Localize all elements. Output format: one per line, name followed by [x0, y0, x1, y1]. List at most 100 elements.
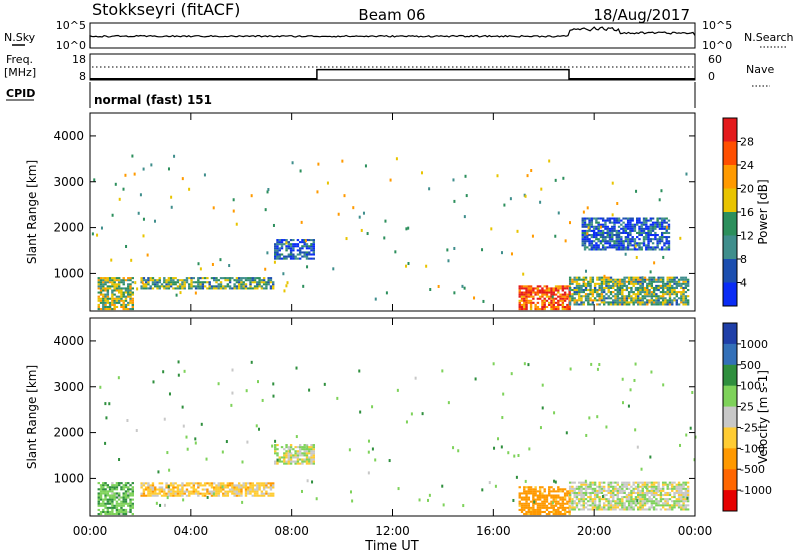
scatter-cell [226, 494, 230, 497]
scatter-cell [120, 295, 123, 298]
scatter-cell [583, 219, 587, 222]
scatter-cell [552, 504, 555, 507]
scatter-cell [115, 502, 119, 505]
scatter-cell [583, 244, 587, 247]
scatter-cell [503, 203, 506, 207]
scatter-cell [543, 500, 546, 503]
scatter-cell [630, 282, 633, 285]
scatter-cell [217, 490, 220, 493]
scatter-cell [305, 454, 309, 457]
scatter-cell [312, 444, 315, 447]
scatter-cell [636, 217, 639, 220]
scatter-cell [534, 498, 537, 501]
scatter-cell [140, 494, 143, 497]
scatter-cell [609, 483, 613, 486]
scatter-cell [655, 284, 658, 287]
scatter-cell [568, 485, 572, 488]
colorbar-segment [723, 212, 737, 236]
scatter-cell [541, 502, 544, 505]
scatter-cell [611, 240, 614, 243]
scatter-cell [127, 490, 130, 493]
scatter-cell [530, 169, 533, 173]
scatter-cell [554, 502, 558, 505]
scatter-cell [129, 498, 132, 501]
scatter-cell [554, 297, 558, 300]
scatter-cell [310, 450, 313, 453]
scatter-cell [260, 492, 264, 495]
scatter-cell [646, 284, 649, 287]
scatter-cell [520, 299, 524, 302]
scatter-cell [265, 287, 268, 290]
scatter-cell [217, 287, 220, 290]
scatter-cell [310, 448, 313, 451]
scatter-cell [294, 243, 297, 246]
scatter-cell [172, 277, 175, 280]
scatter-cell [108, 490, 112, 493]
scatter-cell [269, 482, 273, 485]
scatter-cell [596, 485, 599, 488]
scatter-cell [617, 246, 621, 249]
x-axis-ticks: 00:00 04:00 08:00 12:00 16:00 20:00 00:00 [73, 113, 712, 538]
scatter-cell [623, 483, 626, 486]
scatter-cell [178, 488, 182, 491]
scatter-cell [115, 301, 119, 304]
scatter-cell [292, 249, 295, 252]
scatter-cell [117, 510, 121, 514]
scatter-cell [548, 303, 551, 306]
scatter-cell [541, 500, 544, 503]
scatter-cell [169, 488, 173, 491]
scatter-cell [317, 162, 320, 166]
scatter-cell [671, 284, 674, 287]
scatter-cell [631, 225, 634, 228]
scatter-cell [129, 297, 132, 300]
scatter-cell [185, 494, 189, 497]
scatter-cell [192, 285, 195, 288]
scatter-cell [642, 231, 646, 234]
scatter-cell [680, 508, 683, 511]
scatter-cell [241, 460, 244, 464]
scatter-cell [665, 225, 668, 229]
scatter-cell [213, 494, 216, 497]
scatter-cell [656, 242, 659, 245]
scatter-cell [167, 283, 171, 286]
scatter-cell [627, 498, 631, 501]
scatter-cell [129, 289, 132, 292]
scatter-cell [242, 482, 245, 485]
scatter-cell [550, 506, 553, 509]
scatter-cell [591, 293, 595, 296]
scatter-cell [624, 229, 628, 232]
scatter-cell [437, 284, 440, 288]
nsky-tick-bottom-left: 10^0 [56, 39, 86, 52]
scatter-cell [102, 301, 105, 304]
scatter-cell [561, 289, 565, 292]
scatter-cell [169, 490, 173, 493]
scatter-cell [557, 287, 560, 290]
scatter-cell [623, 508, 626, 511]
scatter-cell [600, 286, 604, 289]
scatter-cell [310, 446, 313, 449]
scatter-cell [591, 498, 595, 501]
scatter-cell [188, 490, 191, 493]
scatter-cell [686, 489, 690, 492]
scatter-cell [580, 284, 583, 287]
scatter-cell [257, 427, 260, 431]
scatter-cell [604, 242, 607, 245]
scatter-cell [534, 510, 537, 514]
scatter-cell [425, 264, 428, 268]
scatter-cell [523, 291, 526, 294]
scatter-cell [643, 494, 647, 497]
scatter-cell [559, 285, 562, 288]
scatter-cell [584, 297, 588, 300]
scatter-cell [272, 382, 275, 386]
scatter-cell [568, 291, 571, 294]
scatter-cell [648, 282, 651, 285]
scatter-cell [102, 293, 105, 296]
scatter-cell [289, 253, 293, 256]
scatter-cell [206, 490, 209, 493]
scatter-cell [151, 490, 155, 493]
scatter-cell [627, 506, 631, 509]
scatter-cell [303, 251, 306, 254]
scatter-cell [172, 279, 175, 282]
scatter-cell [591, 487, 595, 490]
